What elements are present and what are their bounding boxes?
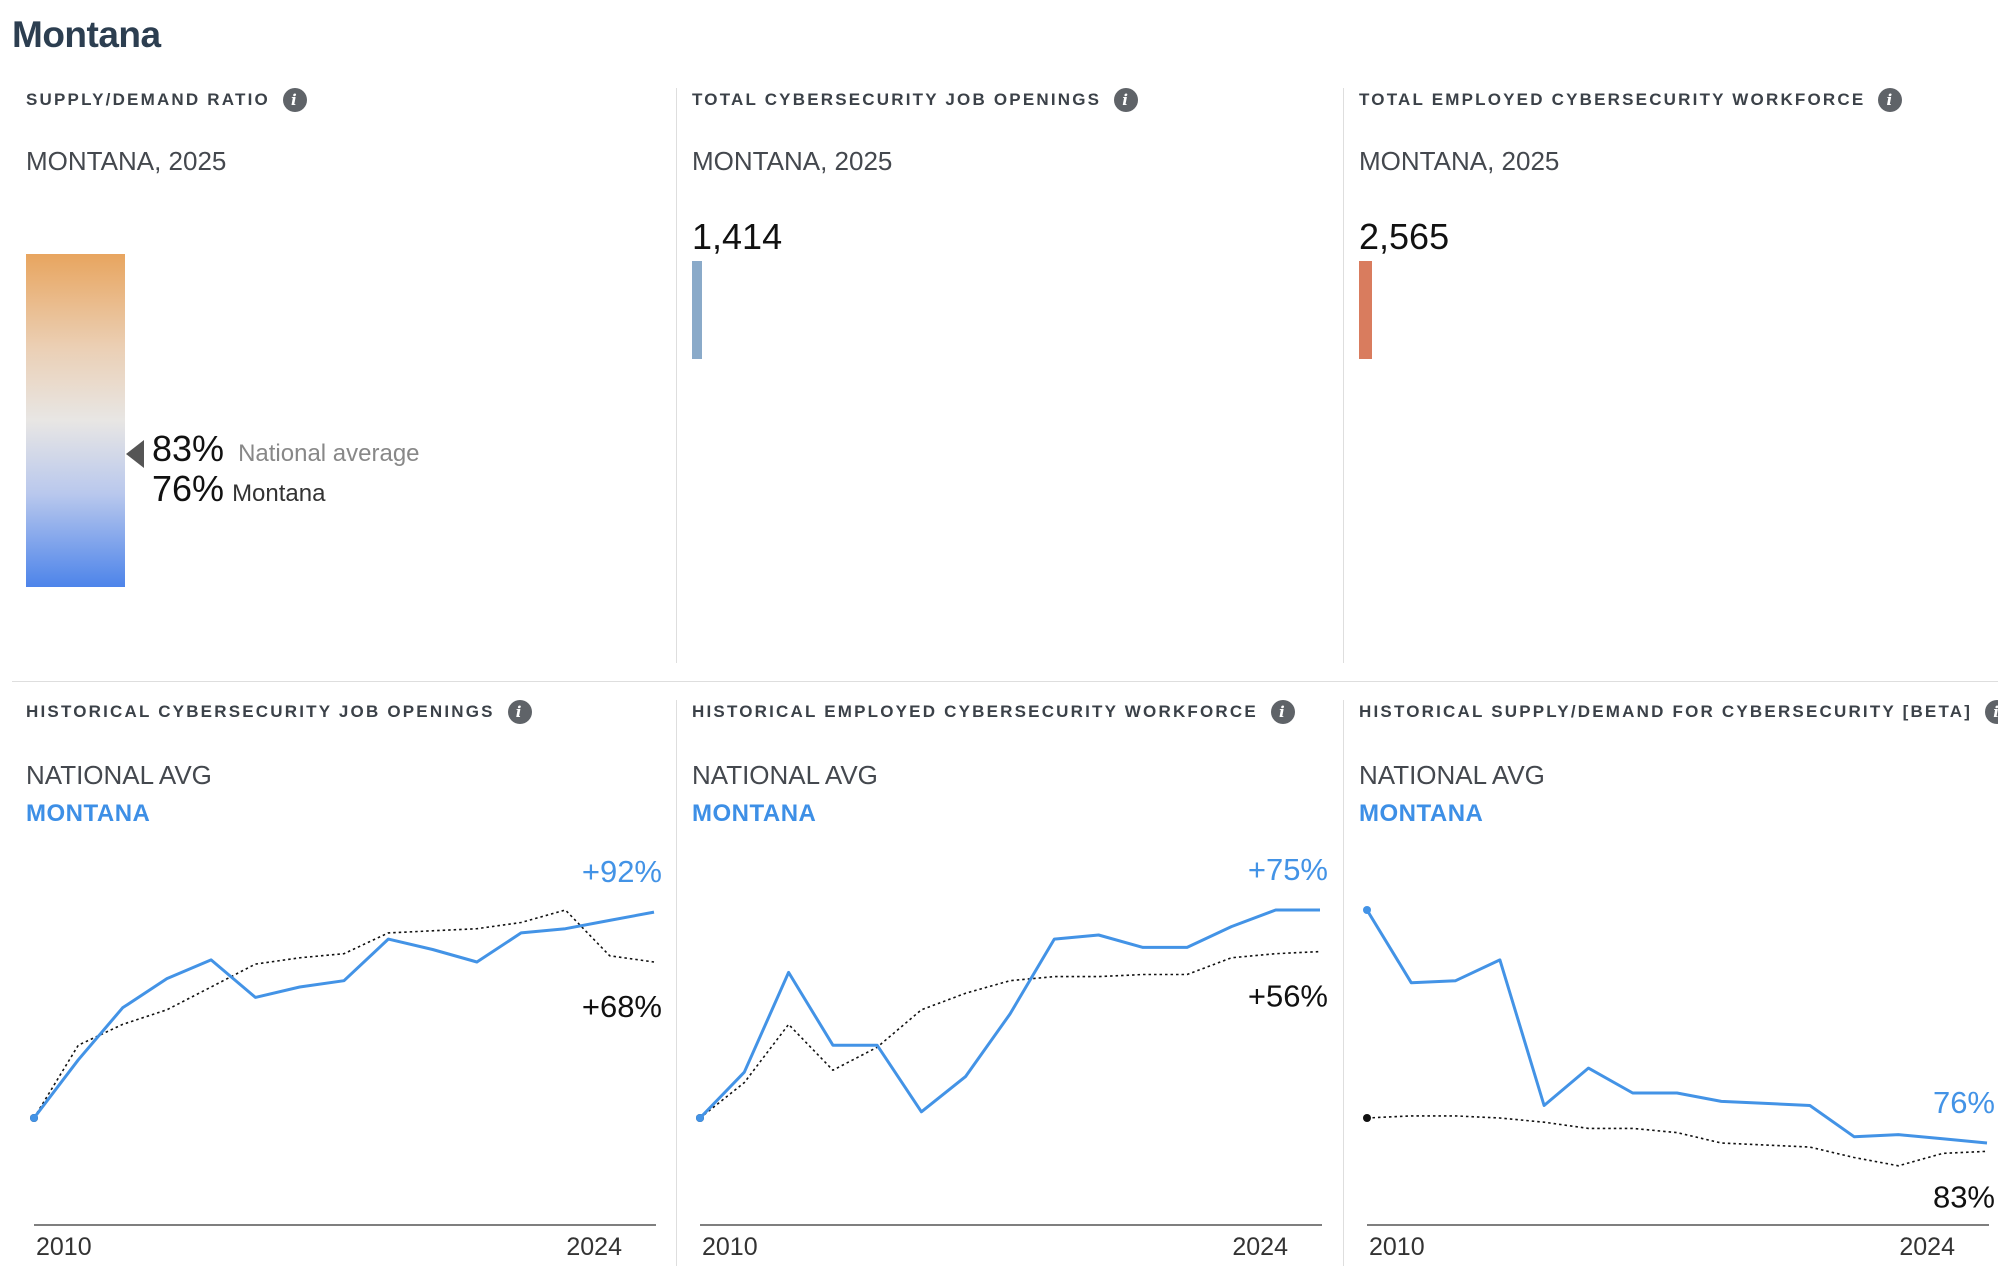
national-avg-legend: NATIONAL AVG (26, 760, 212, 790)
workforce-location: MONTANA, 2025 (1359, 146, 1560, 176)
info-icon[interactable]: i (282, 88, 307, 112)
x-tick-label: 2010 (36, 1233, 92, 1261)
montana-legend: MONTANA (1359, 800, 1484, 827)
section-divider (12, 681, 1998, 682)
workforce-title-text: TOTAL EMPLOYED CYBERSECURITY WORKFORCE (1359, 90, 1866, 109)
state-ratio-value: 76% (152, 468, 225, 509)
job-openings-title-text: TOTAL CYBERSECURITY JOB OPENINGS (692, 90, 1102, 109)
info-icon[interactable]: i (1878, 88, 1903, 112)
state-ratio-label: Montana (232, 480, 326, 507)
montana-end-label: 76% (1933, 1085, 1995, 1120)
workforce-line-chart: +75% +56% 2010 2024 (696, 852, 1328, 1261)
x-tick-label: 2010 (702, 1233, 758, 1261)
montana-data-point (30, 1114, 38, 1122)
job-openings-location: MONTANA, 2025 (692, 146, 893, 176)
x-tick-label: 2024 (1232, 1233, 1288, 1261)
national-avg-end-label: +56% (1248, 979, 1328, 1014)
top-divider-2 (1343, 88, 1344, 663)
workforce-panel: TOTAL EMPLOYED CYBERSECURITY WORKFORCE i… (1345, 0, 1995, 670)
national-avg-series-line (1366, 1115, 1988, 1167)
national-avg-legend: NATIONAL AVG (1359, 760, 1545, 790)
historical-job-openings-panel: HISTORICAL CYBERSECURITY JOB OPENINGS i … (12, 700, 662, 1266)
historical-workforce-title-text: HISTORICAL EMPLOYED CYBERSECURITY WORKFO… (692, 702, 1258, 721)
montana-data-point (1363, 906, 1371, 914)
x-tick-label: 2024 (1899, 1233, 1955, 1261)
job-openings-value: 1,414 (692, 216, 783, 257)
national-avg-end-label: 83% (1933, 1179, 1995, 1214)
info-icon[interactable]: i (1270, 700, 1295, 724)
x-tick-label: 2010 (1369, 1233, 1425, 1261)
historical-job-openings-title-text: HISTORICAL CYBERSECURITY JOB OPENINGS (26, 702, 495, 721)
workforce-bar (1359, 261, 1372, 359)
job-openings-panel: TOTAL CYBERSECURITY JOB OPENINGS i MONTA… (678, 0, 1328, 670)
montana-legend: MONTANA (692, 800, 817, 827)
historical-workforce-title: HISTORICAL EMPLOYED CYBERSECURITY WORKFO… (692, 700, 1295, 724)
national-avg-series-line (33, 909, 655, 1119)
national-avg-legend: NATIONAL AVG (692, 760, 878, 790)
job-openings-line-chart: +92% +68% 2010 2024 (30, 854, 662, 1261)
bottom-divider-2 (1343, 700, 1344, 1266)
national-average-value: 83% (152, 428, 225, 469)
state-ratio-row: 76% Montana (152, 468, 325, 510)
info-icon[interactable]: i (1985, 700, 1998, 724)
national-avg-series-line (699, 950, 1321, 1119)
ratio-marker-icon (126, 440, 144, 468)
bottom-divider-1 (676, 700, 677, 1266)
workforce-value: 2,565 (1359, 216, 1450, 257)
montana-end-label: +92% (582, 854, 662, 889)
job-openings-panel-title: TOTAL CYBERSECURITY JOB OPENINGS i (692, 88, 1139, 112)
montana-series-line (32, 910, 655, 1119)
info-icon[interactable]: i (1114, 88, 1139, 112)
job-openings-bar (692, 261, 702, 359)
historical-job-openings-title: HISTORICAL CYBERSECURITY JOB OPENINGS i (26, 700, 532, 724)
historical-supply-demand-panel: HISTORICAL SUPPLY/DEMAND FOR CYBERSECURI… (1345, 700, 1998, 1266)
montana-end-label: +75% (1248, 852, 1328, 887)
ratio-gradient-bar (26, 254, 125, 587)
info-icon[interactable]: i (507, 700, 532, 724)
ratio-panel-title: SUPPLY/DEMAND RATIO i (26, 88, 307, 112)
top-divider-1 (676, 88, 677, 663)
national-average-row: 83% National average (152, 428, 420, 470)
ratio-location: MONTANA, 2025 (26, 146, 227, 176)
historical-supply-demand-title: HISTORICAL SUPPLY/DEMAND FOR CYBERSECURI… (1359, 700, 1998, 724)
national-avg-data-point (1363, 1114, 1371, 1122)
workforce-panel-title: TOTAL EMPLOYED CYBERSECURITY WORKFORCE i (1359, 88, 1903, 112)
national-average-label: National average (238, 440, 420, 467)
page-title: Montana (12, 14, 161, 55)
x-tick-label: 2024 (566, 1233, 622, 1261)
montana-legend: MONTANA (26, 800, 151, 827)
national-avg-end-label: +68% (582, 989, 662, 1024)
ratio-title-text: SUPPLY/DEMAND RATIO (26, 90, 270, 109)
historical-workforce-panel: HISTORICAL EMPLOYED CYBERSECURITY WORKFO… (678, 700, 1328, 1266)
supply-demand-line-chart: 76% 83% 2010 2024 (1363, 906, 1995, 1261)
montana-data-point (696, 1114, 704, 1122)
historical-supply-demand-title-text: HISTORICAL SUPPLY/DEMAND FOR CYBERSECURI… (1359, 702, 1973, 721)
ratio-panel: SUPPLY/DEMAND RATIO i MONTANA, 2025 83% … (12, 0, 662, 670)
montana-series-line (1365, 909, 1988, 1145)
